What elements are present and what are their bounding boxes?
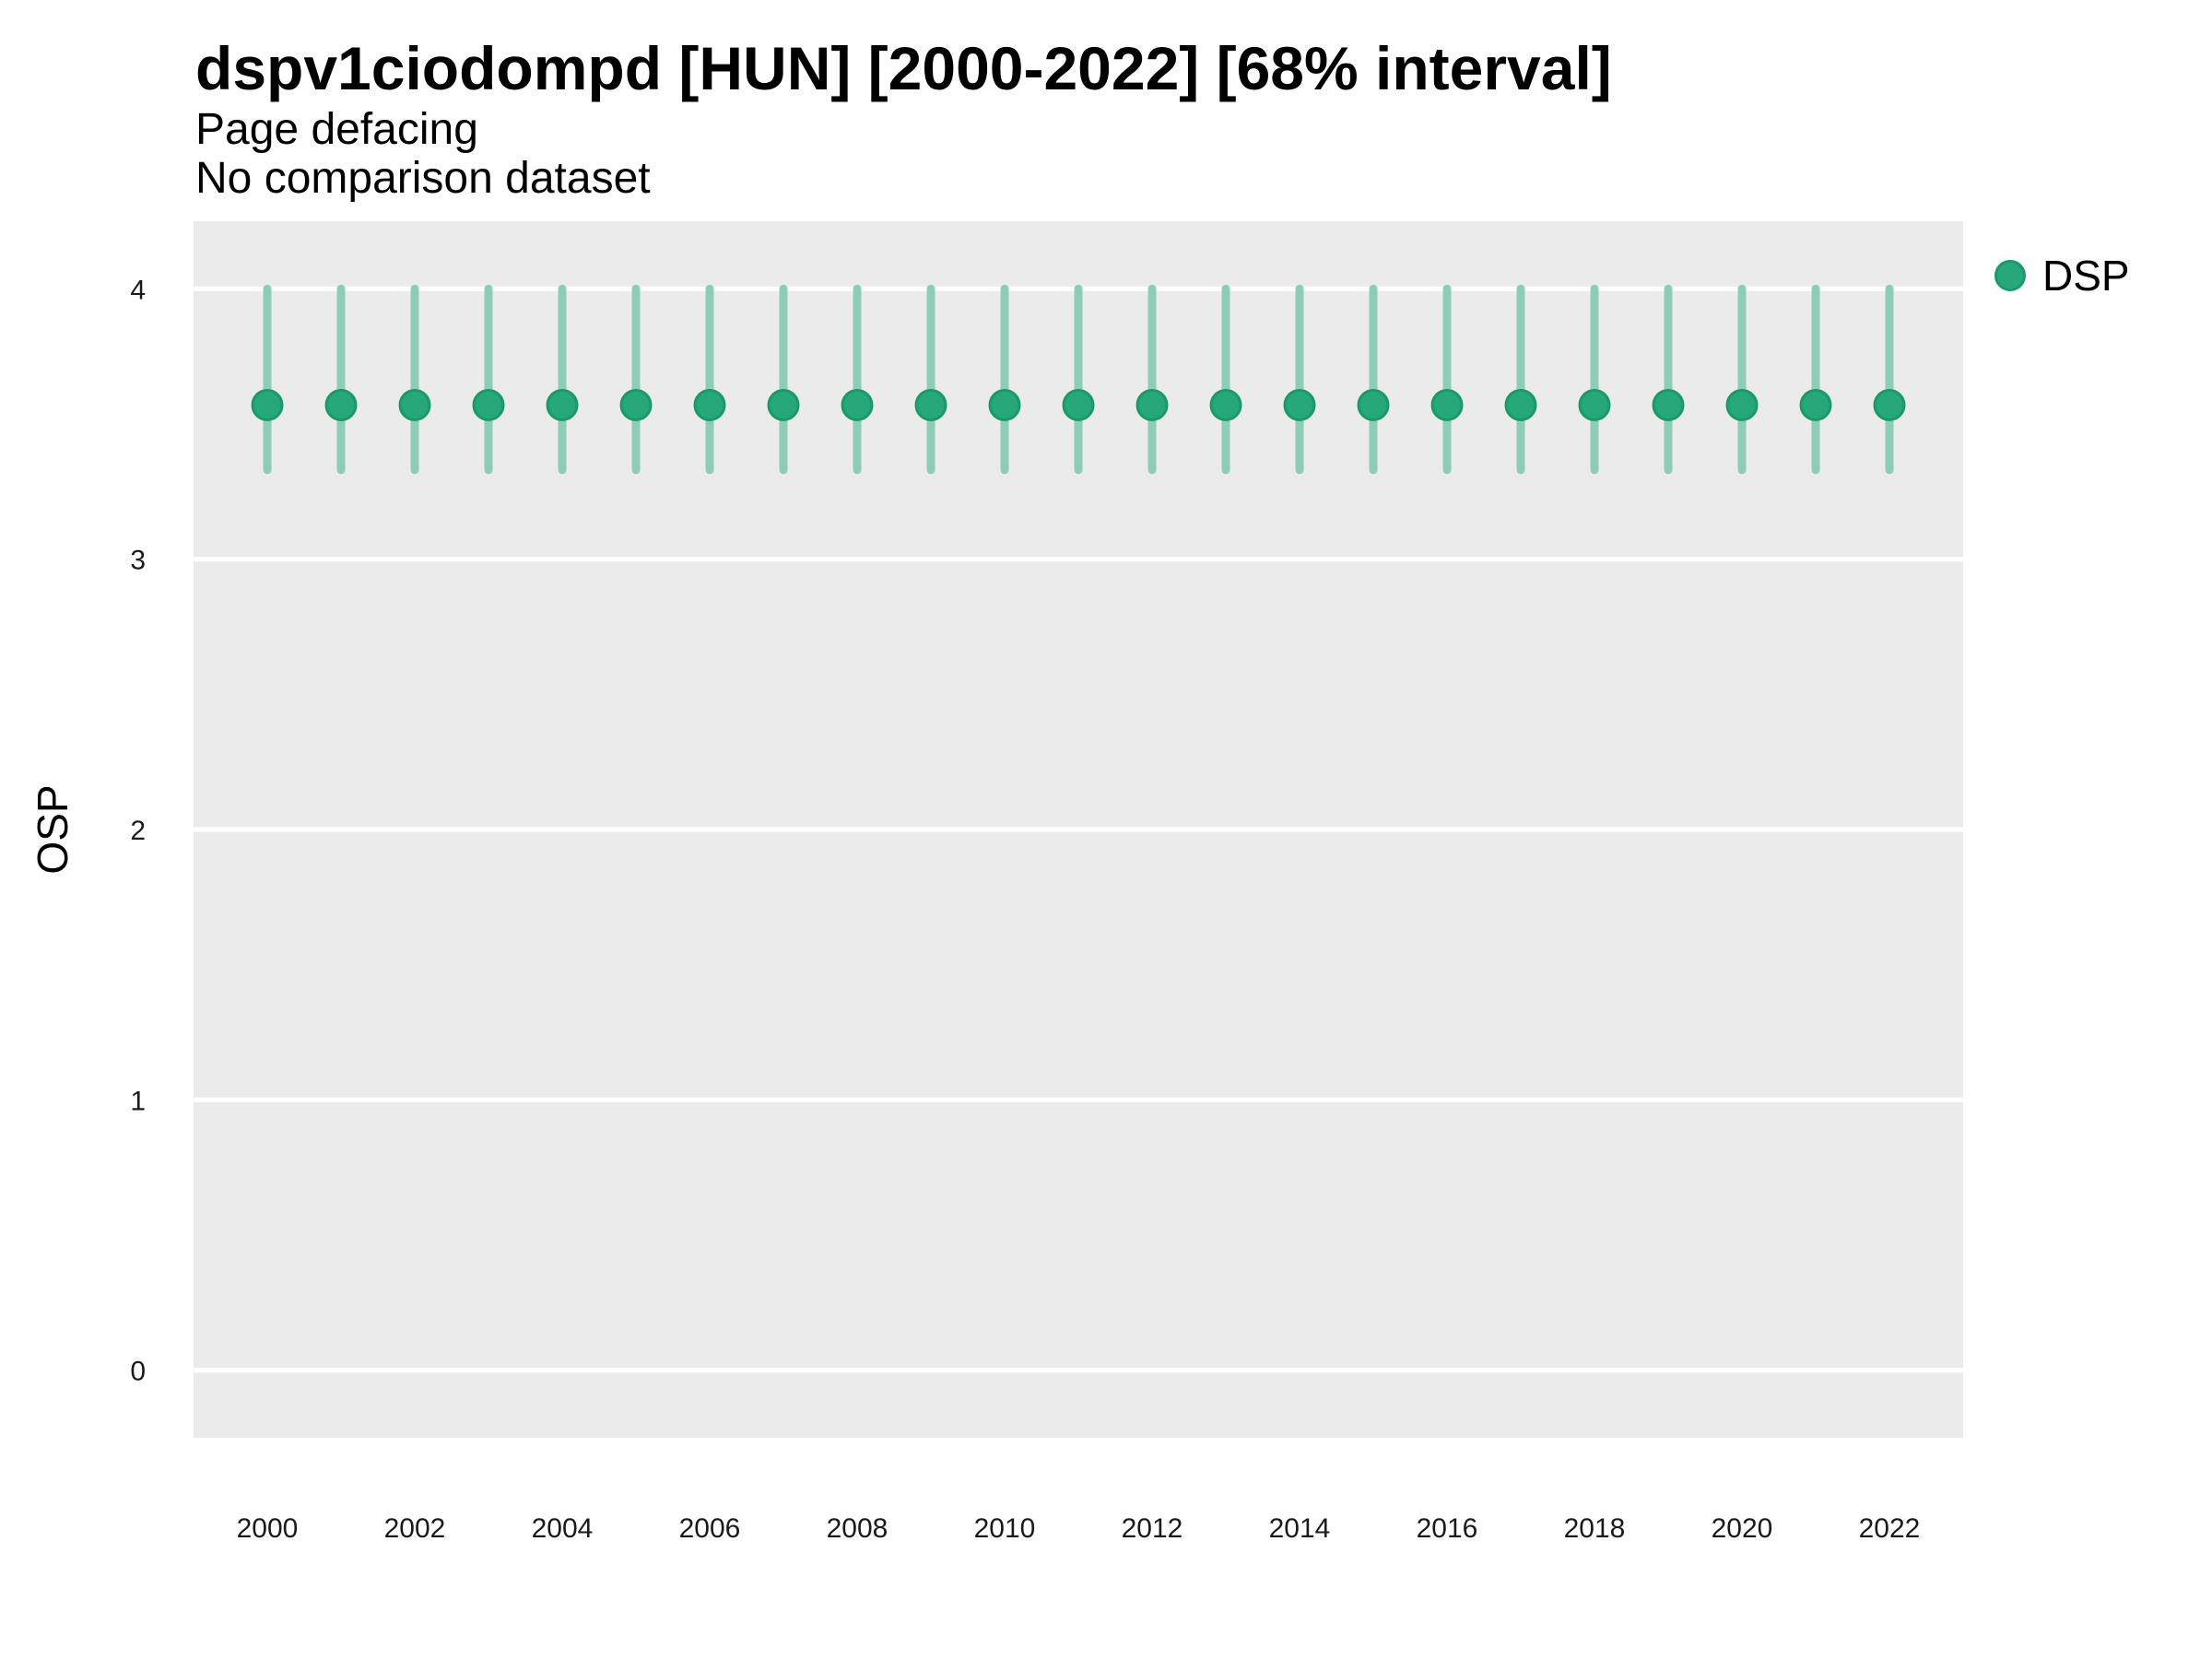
chart-subtitle: Page defacing xyxy=(195,105,478,154)
legend-point-icon xyxy=(1994,260,2026,291)
legend-label: DSP xyxy=(2042,252,2130,300)
x-tick-label: 2000 xyxy=(237,1513,299,1544)
y-tick-label: 4 xyxy=(130,275,146,305)
y-tick-label: 1 xyxy=(130,1086,146,1116)
x-tick-label: 2020 xyxy=(1712,1513,1773,1544)
x-tick-label: 2014 xyxy=(1269,1513,1331,1544)
chart-title: dspv1ciodompd [HUN] [2000-2022] [68% int… xyxy=(195,34,1612,102)
data-point-2003 xyxy=(472,388,505,421)
data-point-2015 xyxy=(1357,388,1390,421)
data-point-2011 xyxy=(1062,388,1095,421)
legend: DSP xyxy=(1994,254,2130,297)
x-tick-label: 2022 xyxy=(1859,1513,1921,1544)
x-tick-label: 2012 xyxy=(1122,1513,1183,1544)
data-point-2018 xyxy=(1578,388,1611,421)
y-tick-label: 0 xyxy=(130,1357,146,1387)
data-point-2013 xyxy=(1209,388,1242,421)
data-point-2022 xyxy=(1873,388,1906,421)
data-point-2005 xyxy=(619,388,653,421)
data-point-2021 xyxy=(1799,388,1832,421)
data-point-2001 xyxy=(324,388,358,421)
data-point-2007 xyxy=(767,388,800,421)
chart-note: No comparison dataset xyxy=(195,154,651,203)
data-point-2014 xyxy=(1283,388,1316,421)
data-point-2006 xyxy=(693,388,726,421)
data-point-2002 xyxy=(398,388,431,421)
data-point-2000 xyxy=(251,388,284,421)
x-tick-label: 2010 xyxy=(974,1513,1036,1544)
data-point-2009 xyxy=(914,388,947,421)
data-point-2017 xyxy=(1504,388,1537,421)
x-tick-label: 2004 xyxy=(532,1513,594,1544)
y-tick-label: 2 xyxy=(130,816,146,846)
y-tick-label: 3 xyxy=(130,546,146,576)
data-point-2012 xyxy=(1135,388,1169,421)
data-point-2008 xyxy=(841,388,874,421)
x-tick-label: 2018 xyxy=(1564,1513,1626,1544)
data-point-2020 xyxy=(1725,388,1759,421)
data-point-2016 xyxy=(1430,388,1464,421)
data-point-2010 xyxy=(988,388,1021,421)
x-tick-label: 2008 xyxy=(827,1513,888,1544)
x-tick-label: 2016 xyxy=(1417,1513,1478,1544)
data-point-2019 xyxy=(1652,388,1685,421)
data-point-2004 xyxy=(546,388,579,421)
x-tick-label: 2002 xyxy=(384,1513,446,1544)
x-tick-label: 2006 xyxy=(679,1513,741,1544)
